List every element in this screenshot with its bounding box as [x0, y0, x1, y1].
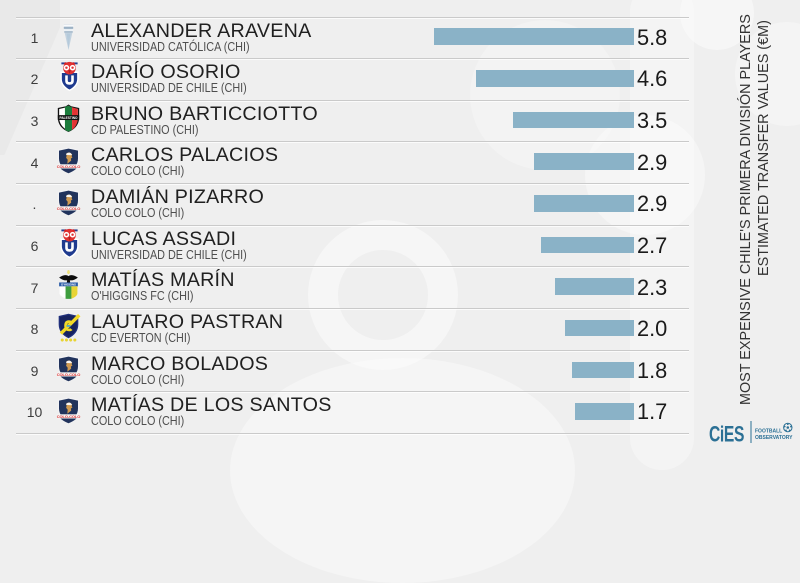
svg-text:COLO-COLO: COLO-COLO: [57, 372, 81, 377]
svg-text:COLO-COLO: COLO-COLO: [57, 414, 81, 419]
svg-text:O'HIGGINS: O'HIGGINS: [61, 283, 76, 287]
svg-text:COLO-COLO: COLO-COLO: [57, 206, 81, 211]
svg-text:CiES: CiES: [709, 423, 744, 447]
svg-text:OBSERVATORY: OBSERVATORY: [755, 435, 793, 441]
svg-text:COLO-COLO: COLO-COLO: [57, 164, 81, 169]
svg-text:FOOTBALL: FOOTBALL: [755, 429, 782, 435]
svg-text:PALESTINO: PALESTINO: [59, 116, 78, 120]
